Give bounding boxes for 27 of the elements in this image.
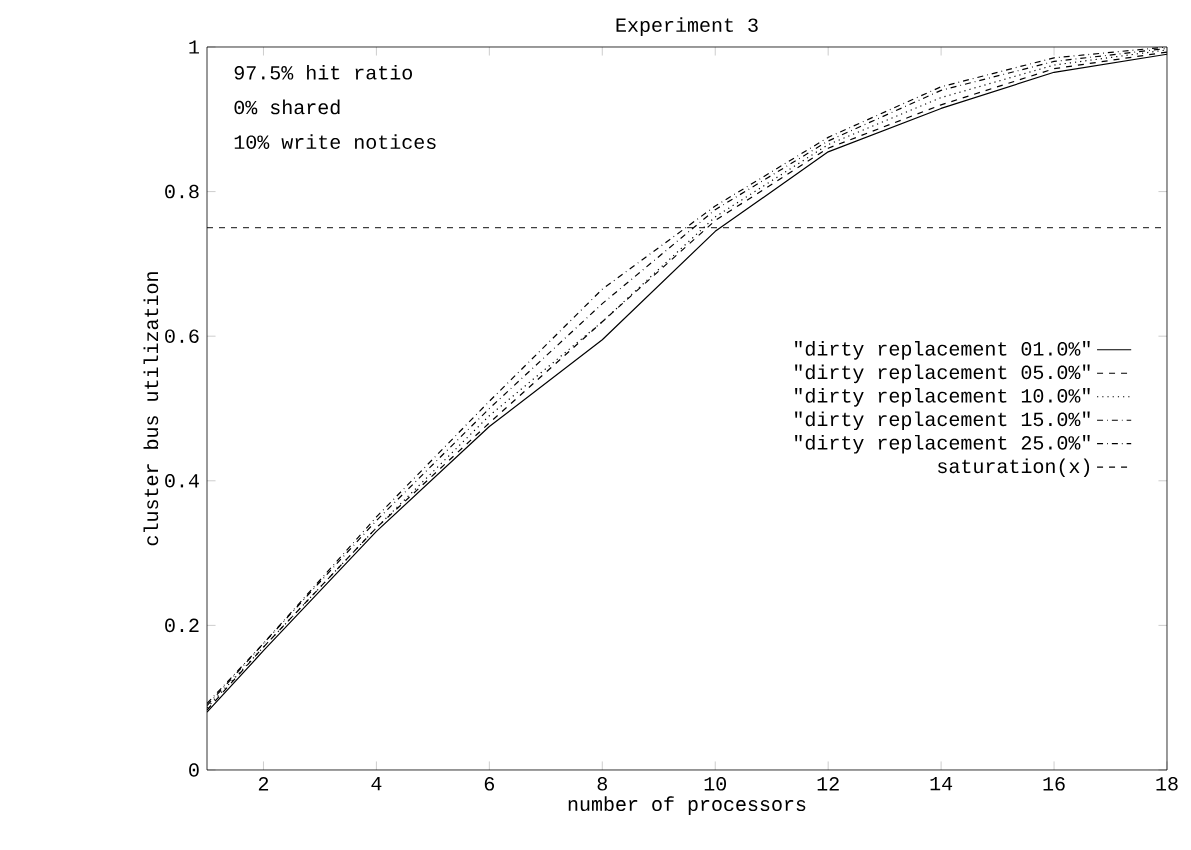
annotation: 10% write notices bbox=[234, 134, 436, 149]
legend-label: "dirty replacement 10.0%" bbox=[795, 387, 1090, 407]
y-tick-label: 0.6 bbox=[165, 329, 199, 343]
y-axis-title: cluster bus utilization bbox=[143, 272, 159, 546]
x-tick-label: 10 bbox=[704, 777, 727, 791]
legend-label: "dirty replacement 05.0%" bbox=[795, 364, 1090, 384]
annotation: 97.5% hit ratio bbox=[234, 64, 412, 80]
y-tick-label: 0.2 bbox=[165, 618, 199, 633]
x-tick-label: 16 bbox=[1043, 777, 1065, 791]
y-tick-label: 0.8 bbox=[165, 184, 199, 199]
x-tick-label: 18 bbox=[1156, 777, 1178, 791]
x-tick-label: 14 bbox=[930, 777, 953, 791]
x-tick-label: 12 bbox=[817, 777, 839, 791]
chart-title: Experiment 3 bbox=[616, 17, 758, 36]
legend-label: saturation(x) bbox=[938, 458, 1090, 478]
annotation: 0% shared bbox=[234, 99, 340, 115]
x-tick-label: 6 bbox=[484, 777, 495, 791]
y-tick-label: 0 bbox=[189, 763, 199, 777]
x-tick-label: 8 bbox=[597, 777, 607, 791]
legend-label: "dirty replacement 25.0%" bbox=[795, 434, 1090, 454]
x-tick-label: 4 bbox=[371, 777, 382, 791]
y-tick-label: 0.4 bbox=[165, 473, 199, 488]
legend-label: "dirty replacement 15.0%" bbox=[795, 411, 1090, 431]
x-tick-label: 2 bbox=[258, 777, 269, 791]
legend-label: "dirty replacement 01.0%" bbox=[795, 341, 1090, 360]
x-axis-title: number of processors bbox=[568, 796, 806, 815]
y-tick-label: 1 bbox=[189, 40, 199, 54]
